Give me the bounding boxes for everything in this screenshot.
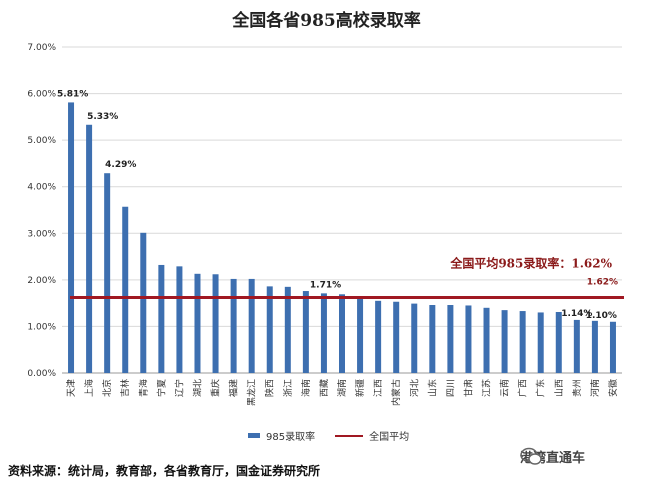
data-label: 1.10%	[586, 311, 617, 321]
x-tick-label: 甘肃	[462, 379, 474, 397]
x-tick-label: 山西	[554, 379, 565, 397]
bar	[483, 307, 490, 373]
x-tick-label: 江西	[373, 379, 384, 397]
data-label: 1.14%	[561, 309, 592, 319]
bar	[320, 293, 327, 373]
x-tick-label: 湖北	[192, 379, 203, 397]
bar	[609, 321, 616, 373]
x-tick-label: 湖南	[336, 379, 348, 397]
x-tick-label: 内蒙古	[390, 379, 402, 406]
bar	[501, 310, 508, 373]
bar	[411, 303, 418, 373]
x-tick-label: 天津	[66, 379, 77, 397]
bar	[375, 300, 382, 373]
bar	[176, 266, 183, 373]
bar	[591, 320, 598, 373]
x-tick-label: 陕西	[264, 379, 276, 397]
data-label: 5.33%	[87, 112, 118, 122]
x-tick-label: 福建	[228, 379, 240, 397]
y-tick-label: 4.00%	[27, 183, 56, 193]
bar	[212, 274, 219, 373]
x-tick-label: 辽宁	[173, 379, 185, 397]
y-tick-label: 2.00%	[27, 276, 56, 286]
bar	[429, 305, 436, 373]
bar	[339, 294, 345, 373]
legend-line-label: 全国平均	[369, 432, 410, 443]
bar	[393, 301, 400, 373]
x-tick-label: 海南	[300, 379, 312, 397]
bar	[573, 319, 580, 373]
bar	[266, 286, 273, 373]
bar	[284, 286, 291, 373]
x-tick-label: 浙江	[282, 379, 294, 397]
x-tick-label: 宁夏	[155, 379, 167, 397]
bar	[158, 264, 165, 373]
x-tick-label: 广东	[535, 379, 547, 397]
x-tick-label: 河北	[408, 379, 420, 397]
bar	[230, 278, 237, 373]
y-tick-label: 1.00%	[27, 322, 56, 332]
bar	[194, 273, 201, 373]
x-tick-label: 广西	[517, 379, 529, 397]
x-tick-label: 西藏	[318, 379, 330, 397]
bar	[86, 124, 93, 373]
chart-title: 全国各省985高校录取率	[232, 11, 421, 31]
bar	[140, 232, 147, 373]
y-tick-label: 6.00%	[27, 90, 56, 100]
bar	[465, 305, 472, 373]
source-note: 资料来源：统计局，教育部，各省教育厅，国金证券研究所	[8, 464, 321, 478]
data-label: 4.29%	[105, 160, 136, 170]
average-value-label: 1.62%	[587, 278, 618, 288]
bar	[447, 305, 454, 373]
legend-line-swatch	[335, 434, 364, 437]
x-tick-label: 重庆	[210, 379, 222, 397]
chat-bubble-icon	[520, 447, 542, 465]
bar	[302, 291, 309, 373]
x-tick-label: 青海	[137, 379, 149, 397]
legend-bar-swatch	[248, 433, 260, 438]
x-tick-label: 吉林	[119, 379, 131, 397]
bar	[104, 173, 111, 373]
average-annotation: 全国平均985录取率：1.62%	[449, 256, 612, 271]
x-tick-label: 四川	[446, 379, 456, 397]
data-label: 5.81%	[57, 89, 88, 99]
x-tick-label: 山东	[426, 379, 438, 397]
x-tick-label: 安徽	[607, 379, 619, 397]
bar	[248, 278, 255, 373]
legend-bar-label: 985录取率	[266, 432, 316, 443]
x-tick-label: 新疆	[354, 379, 366, 397]
watermark: 港湾直通车	[520, 447, 585, 466]
y-tick-label: 0.00%	[27, 369, 56, 379]
x-tick-label: 上海	[83, 379, 95, 397]
x-tick-label: 黑龙江	[246, 379, 258, 406]
bar	[537, 312, 544, 373]
y-tick-label: 5.00%	[27, 136, 56, 146]
x-tick-label: 云南	[499, 379, 511, 397]
x-tick-label: 江苏	[481, 379, 493, 397]
x-tick-label: 北京	[101, 379, 113, 397]
bar	[357, 296, 364, 373]
bar	[122, 206, 129, 373]
data-label: 1.71%	[310, 280, 341, 290]
bar	[555, 311, 562, 373]
legend: 985录取率 全国平均	[248, 428, 409, 443]
x-tick-label: 河南	[589, 379, 601, 397]
bar	[68, 102, 75, 374]
bar	[519, 311, 526, 373]
y-tick-label: 3.00%	[27, 229, 56, 239]
y-tick-label: 7.00%	[27, 43, 56, 53]
x-tick-label: 贵州	[571, 379, 583, 397]
